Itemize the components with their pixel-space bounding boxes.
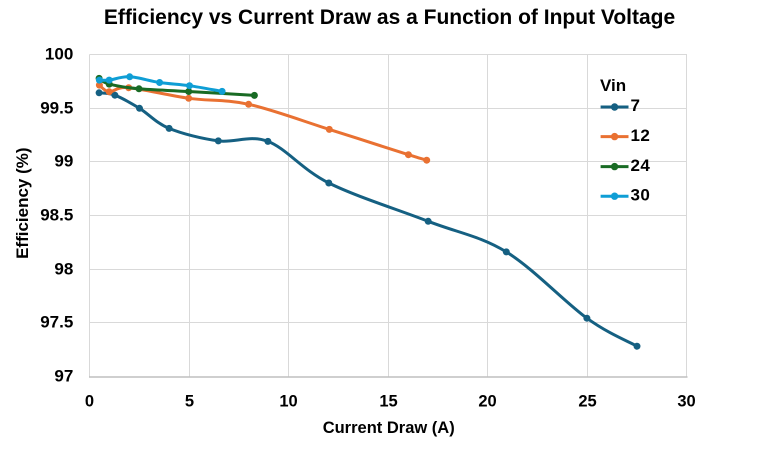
svg-text:30: 30: [677, 393, 695, 411]
svg-text:97: 97: [54, 366, 73, 385]
svg-text:99.5: 99.5: [40, 98, 73, 117]
svg-text:Vin: Vin: [600, 76, 626, 95]
svg-text:10: 10: [279, 393, 297, 411]
svg-text:20: 20: [478, 393, 496, 411]
svg-text:25: 25: [578, 393, 596, 411]
svg-text:Current Draw (A): Current Draw (A): [323, 419, 455, 437]
svg-text:5: 5: [185, 393, 194, 411]
svg-text:98: 98: [54, 259, 73, 278]
svg-text:98.5: 98.5: [40, 205, 73, 224]
svg-text:Efficiency vs Current Draw as: Efficiency vs Current Draw as a Function…: [104, 6, 675, 29]
svg-text:97.5: 97.5: [40, 312, 73, 331]
svg-text:12: 12: [631, 126, 651, 145]
svg-text:30: 30: [631, 185, 651, 204]
svg-text:99: 99: [54, 151, 73, 170]
svg-text:24: 24: [631, 156, 651, 175]
svg-text:15: 15: [379, 393, 397, 411]
svg-text:7: 7: [631, 96, 641, 115]
svg-text:100: 100: [45, 44, 73, 63]
svg-text:Efficiency (%): Efficiency (%): [13, 147, 32, 258]
svg-text:0: 0: [85, 393, 94, 411]
